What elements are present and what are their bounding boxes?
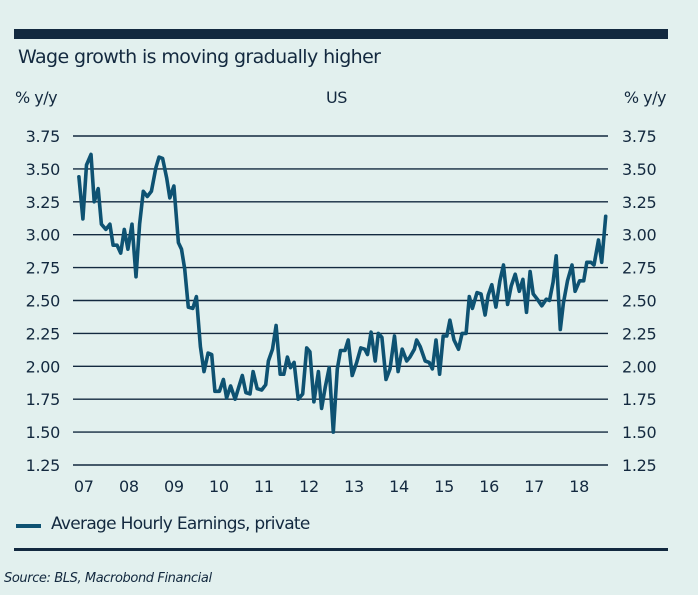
- y-tick-label-right: 3.75: [622, 127, 656, 146]
- x-tick-label: 11: [254, 477, 274, 496]
- x-tick-label: 10: [209, 477, 229, 496]
- y-tick-label-right: 1.75: [622, 390, 656, 409]
- x-tick-label: 13: [344, 477, 364, 496]
- top-rule: [14, 29, 668, 39]
- source-note: Source: BLS, Macrobond Financial: [4, 571, 212, 586]
- y-tick-label-left: 1.75: [26, 390, 60, 409]
- chart-title: Wage growth is moving gradually higher: [18, 46, 381, 68]
- y-tick-label-left: 3.75: [26, 127, 60, 146]
- bottom-rule: [14, 548, 668, 551]
- y-axis-right: 3.75 3.50 3.25 3.00 2.75 2.50 2.25 2.00 1.75 1.50…: [622, 127, 657, 475]
- y-tick-label-right: 1.25: [622, 456, 656, 475]
- y-tick-label-right: 3.25: [622, 193, 656, 212]
- y-tick-label-left: 3.25: [26, 193, 60, 212]
- x-tick-label: 18: [569, 477, 589, 496]
- y-tick-label-left: 2.75: [26, 259, 60, 278]
- legend-swatch: [16, 524, 41, 528]
- y-axis-left: 3.75 3.50 3.25 3.00 2.75 2.50 2.25 2.00 1.75 1.50…: [26, 127, 61, 475]
- y-tick-label-right: 2.25: [622, 324, 656, 343]
- x-tick-label: 12: [299, 477, 319, 496]
- y-tick-label-left: 1.50: [26, 423, 61, 442]
- y-tick-label-right: 2.75: [622, 259, 656, 278]
- legend: Average Hourly Earnings, private: [16, 514, 310, 534]
- x-tick-label: 17: [524, 477, 544, 496]
- series-line-average-hourly-earnings: [77, 152, 608, 434]
- y-axis-unit-right: % y/y: [623, 88, 667, 107]
- y-tick-label-right: 2.00: [622, 357, 657, 376]
- y-tick-label-right: 1.50: [622, 423, 657, 442]
- x-tick-label: 09: [164, 477, 184, 496]
- y-tick-label-right: 2.50: [622, 292, 657, 311]
- y-axis-unit-left: % y/y: [15, 88, 58, 107]
- y-tick-label-left: 3.00: [26, 226, 61, 245]
- x-tick-label: 14: [389, 477, 409, 496]
- y-tick-label-right: 3.00: [622, 226, 657, 245]
- series-layer: [77, 152, 608, 434]
- x-tick-label: 08: [119, 477, 139, 496]
- x-tick-label: 15: [434, 477, 454, 496]
- y-tick-label-right: 3.50: [622, 160, 657, 179]
- chart-subtitle-region: US: [326, 88, 347, 107]
- y-tick-label-left: 2.00: [26, 357, 61, 376]
- y-tick-label-left: 3.50: [26, 160, 61, 179]
- gridlines: [73, 135, 608, 466]
- y-tick-label-left: 2.50: [26, 292, 61, 311]
- x-axis: 07 08 09 10 11 12 13 14 15 16 17 18: [74, 477, 590, 496]
- legend-label: Average Hourly Earnings, private: [51, 514, 310, 534]
- y-tick-label-left: 2.25: [26, 324, 60, 343]
- x-tick-label: 07: [74, 477, 94, 496]
- y-tick-label-left: 1.25: [26, 456, 60, 475]
- x-tick-label: 16: [479, 477, 499, 496]
